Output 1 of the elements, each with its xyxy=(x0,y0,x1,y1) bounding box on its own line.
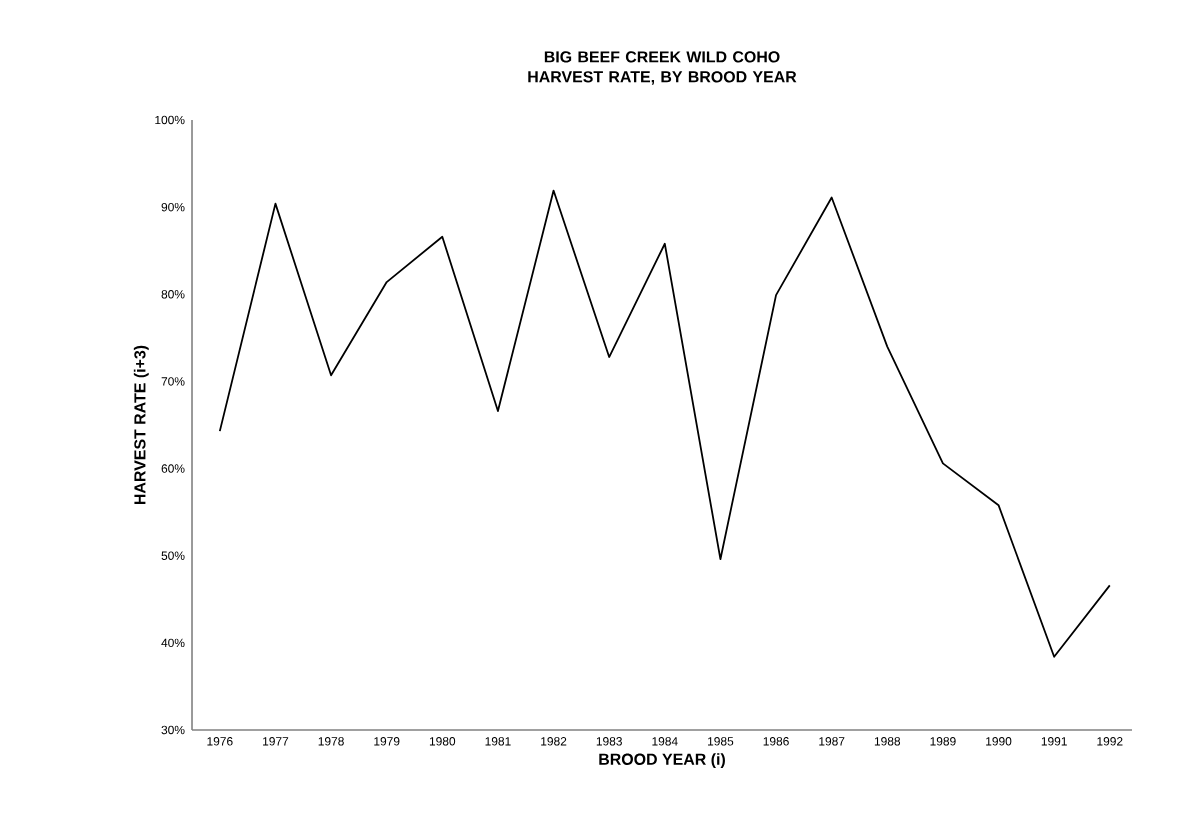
line-series xyxy=(218,189,1111,658)
